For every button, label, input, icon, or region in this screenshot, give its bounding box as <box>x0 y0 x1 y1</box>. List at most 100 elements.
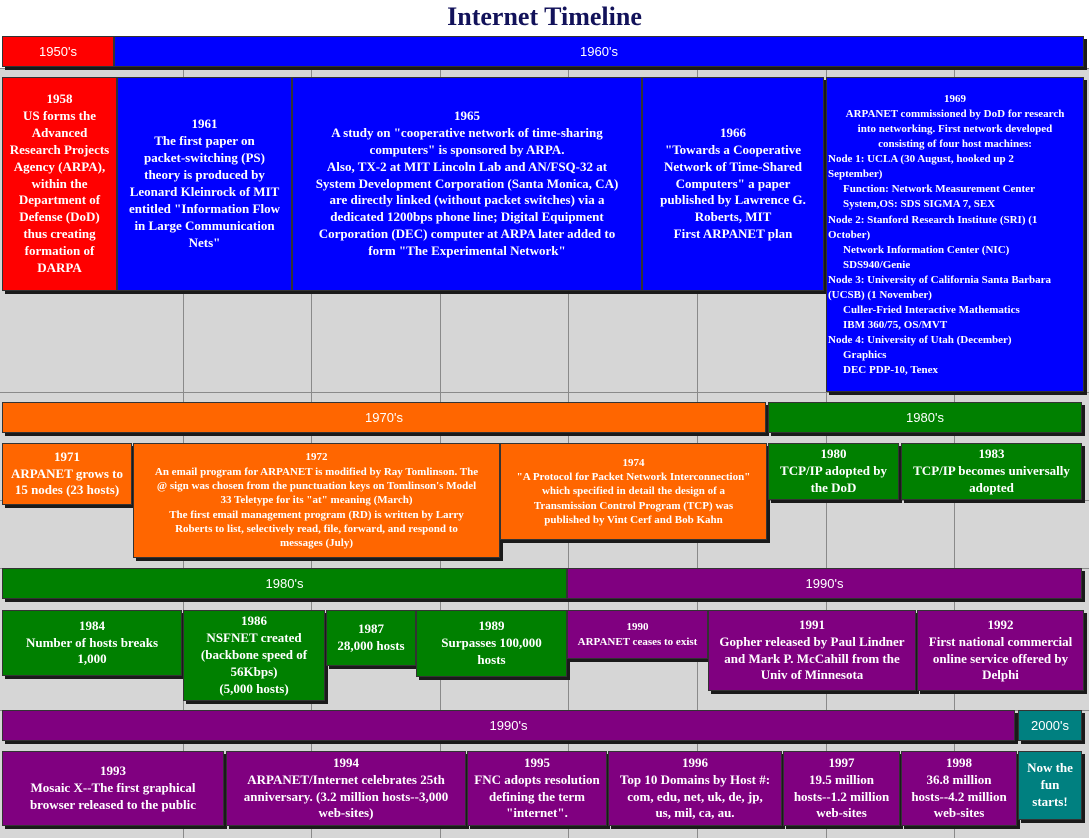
event-year: 1995 <box>524 754 550 770</box>
event-text: FNC adopts resolution <box>474 771 600 787</box>
event-text: Node 4: University of Utah (December) <box>828 334 1012 346</box>
event-text: form "The Experimental Network" <box>368 243 566 259</box>
event-text: anniversary. (3.2 million hosts--3,000 <box>243 788 449 804</box>
event-text: The first email management program (RD) … <box>169 508 464 521</box>
event-text: (backbone speed of <box>200 647 308 663</box>
event-text: Univ of Minnesota <box>760 667 864 683</box>
event-text: formation of <box>24 243 95 259</box>
event-text: within the <box>31 175 88 191</box>
event-box: 1993 Mosaic X--The first graphical browser… <box>2 751 224 826</box>
event-text: Culler-Fried Interactive Mathematics <box>843 303 1020 316</box>
event-text: TCP/IP adopted by <box>780 463 887 479</box>
era-bar: 1960's <box>114 36 1084 67</box>
event-text: October) <box>828 228 871 241</box>
event-box: 1998 36.8 million hosts--4.2 million web-si… <box>901 751 1017 826</box>
event-text: browser released to the public <box>29 796 197 812</box>
event-box: 1966 "Towards a Cooperative Network of Tim… <box>642 77 824 291</box>
event-text: Department of <box>18 192 101 208</box>
event-year: 1996 <box>682 754 708 770</box>
event-text: the DoD <box>810 479 857 495</box>
event-box: 1965 A study on "cooperative network of t… <box>292 77 642 291</box>
event-text: web-sites <box>816 805 867 821</box>
event-text: DARPA <box>37 260 82 275</box>
event-box: 1997 19.5 million hosts--1.2 million web-si… <box>783 751 900 826</box>
event-text: ARPANET commissioned by DoD for research <box>845 108 1065 121</box>
event-text: theory is produced by <box>144 167 265 183</box>
event-text: Advanced <box>31 124 88 140</box>
event-year: 1969 <box>944 93 966 105</box>
event-text: thus creating <box>23 226 96 242</box>
event-box: 1984 Number of hosts breaks 1,000 <box>2 610 182 676</box>
event-text: us, mil, ca, au. <box>655 805 735 821</box>
event-text: consisting of four host machines: <box>878 138 1032 151</box>
event-text: fun <box>1040 777 1060 793</box>
event-text: @ sign was chosen from the punctuation k… <box>156 480 477 493</box>
event-text: 1,000 <box>77 651 107 667</box>
event-text: Corporation (DEC) computer at ARPA later… <box>318 226 616 242</box>
era-bar: 1980's <box>768 402 1082 433</box>
event-text: Agency (ARPA), <box>13 158 106 174</box>
event-text: web-sites <box>933 805 985 821</box>
event-box: 1972 An email program for ARPANET is modi… <box>133 443 500 558</box>
era-bar: 2000's <box>1018 710 1082 741</box>
event-text: in Large Communication <box>134 217 275 233</box>
event-text: Graphics <box>843 349 887 362</box>
event-text: Research Projects <box>9 141 110 157</box>
event-text: dedicated 1200bps phone line; Digital Eq… <box>330 209 604 225</box>
event-box: 1974 "A Protocol for Packet Network Inter… <box>500 443 767 540</box>
event-text: Top 10 Domains by Host #: <box>619 771 771 787</box>
event-year: 1971 <box>54 448 80 464</box>
event-text: Roberts, MIT <box>694 209 772 225</box>
event-text: Function: Network Measurement Center <box>843 183 1035 196</box>
event-text: DEC PDP-10, Tenex <box>843 364 939 377</box>
era-bar: 1970's <box>2 402 766 433</box>
event-box: 1969 ARPANET commissioned by DoD for rese… <box>826 77 1084 392</box>
event-text: ARPANET ceases to exist <box>577 635 698 648</box>
event-text: hosts <box>477 651 506 667</box>
event-year: 1984 <box>79 617 105 633</box>
event-text: entitled "Information Flow <box>129 200 280 216</box>
event-text: 56Kbps) <box>230 663 278 679</box>
event-box: 1994 ARPANET/Internet celebrates 25th anni… <box>226 751 466 826</box>
event-box: 1996 Top 10 Domains by Host #: com, edu, n… <box>608 751 782 826</box>
event-text: First ARPANET plan <box>673 226 793 242</box>
event-text: published by Vint Cerf and Bob Kahn <box>544 513 723 526</box>
event-text: 33 Teletype for its "at" meaning (March) <box>220 494 413 507</box>
event-text: which specified in detail the design of … <box>541 485 726 498</box>
event-text: (5,000 hosts) <box>219 680 289 696</box>
event-text: messages (July) <box>279 537 354 550</box>
event-text: 28,000 hosts <box>337 638 405 653</box>
event-box: 1987 28,000 hosts <box>326 610 416 666</box>
event-text: NSFNET created <box>206 630 302 646</box>
event-text: 36.8 million <box>926 771 992 787</box>
event-box: 1980 TCP/IP adopted by the DoD <box>768 443 899 500</box>
event-text: adopted <box>969 479 1014 495</box>
page-title: Internet Timeline <box>447 2 642 31</box>
era-bar: 1990's <box>567 568 1082 599</box>
event-text: web-sites) <box>318 805 374 821</box>
event-text: into networking. First network developed <box>857 123 1053 136</box>
event-text: ARPANET grows to <box>11 465 123 481</box>
event-text: Computers" a paper <box>675 175 791 191</box>
event-text: "Towards a Cooperative <box>664 141 801 157</box>
event-text: 15 nodes (23 hosts) <box>14 482 120 498</box>
event-year: 1972 <box>305 451 328 464</box>
event-text: packet-switching (PS) <box>144 150 265 166</box>
event-year: 1980 <box>820 446 847 462</box>
event-text: System Development Corporation (Santa Mo… <box>315 175 619 191</box>
event-text: Node 3: University of California Santa B… <box>828 273 1052 286</box>
event-year: 1992 <box>987 616 1014 632</box>
event-text: Defense (DoD) <box>19 209 100 225</box>
event-text: published by Lawrence G. <box>660 192 806 208</box>
event-box: 1983 TCP/IP becomes universally adopted <box>901 443 1082 500</box>
event-year: 1974 <box>622 456 645 469</box>
event-text: Gopher released by Paul Lindner <box>719 633 905 649</box>
event-box: 1971 ARPANET grows to 15 nodes (23 hosts) <box>2 443 132 505</box>
event-text: Nets" <box>188 234 221 250</box>
event-year: 1997 <box>828 754 855 770</box>
event-text: SDS940/Genie <box>843 258 911 271</box>
event-year: 1958 <box>46 91 73 107</box>
event-text: Network of Time-Shared <box>664 158 802 174</box>
event-box: 1991 Gopher released by Paul Lindner and M… <box>708 610 916 691</box>
